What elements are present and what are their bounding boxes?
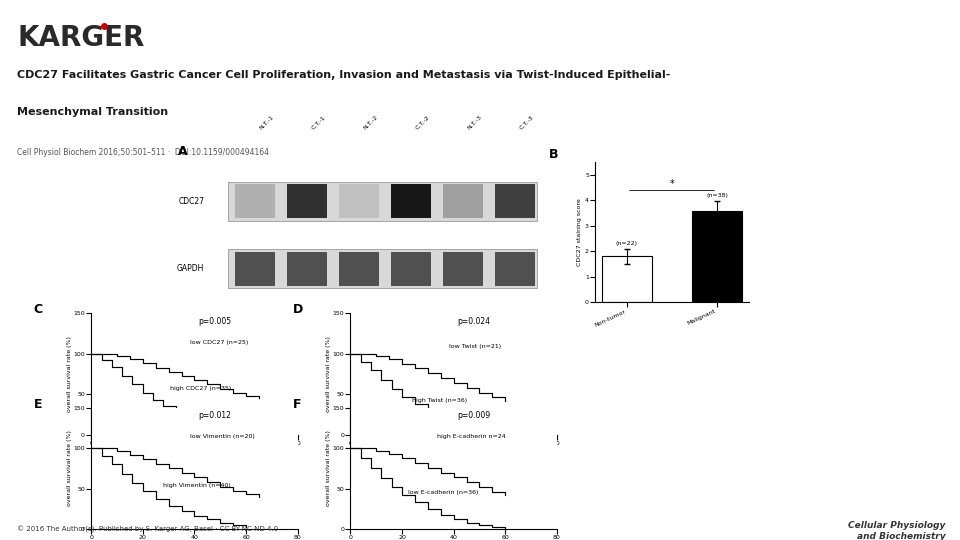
Text: Cell Physiol Biochem 2016;50:501–511 ·  DOI:10.1159/000494164: Cell Physiol Biochem 2016;50:501–511 · D… [17,148,269,157]
FancyBboxPatch shape [443,185,483,218]
Text: N.T.-3: N.T.-3 [467,115,483,131]
FancyBboxPatch shape [495,252,536,286]
Bar [692,211,742,302]
FancyBboxPatch shape [228,181,537,221]
Text: p=0.009: p=0.009 [458,411,491,420]
FancyBboxPatch shape [234,185,275,218]
Text: p=0.012: p=0.012 [199,411,231,420]
Bar [602,256,652,302]
Y-axis label: CDC27 staining score: CDC27 staining score [577,198,582,266]
Text: B: B [549,148,559,161]
Text: KARGER: KARGER [17,24,145,52]
Text: low CDC27 (n=25): low CDC27 (n=25) [190,340,249,345]
Text: © 2016 The Author(s). Published by S. Karger AG, Basel · CC BY-NC-ND 4.0: © 2016 The Author(s). Published by S. Ka… [17,525,278,533]
Text: C.T.-1: C.T.-1 [310,115,326,131]
X-axis label: month: month [182,447,206,456]
Text: Mesenchymal Transition: Mesenchymal Transition [17,107,168,117]
Y-axis label: overall survival rate (%): overall survival rate (%) [67,430,72,507]
Y-axis label: overall survival rate (%): overall survival rate (%) [326,336,331,412]
Text: Cellular Physiology: Cellular Physiology [849,522,946,530]
Text: high CDC27 (n=35): high CDC27 (n=35) [170,386,231,391]
Text: CDC27: CDC27 [179,197,204,206]
FancyBboxPatch shape [234,252,275,286]
Text: CDC27 Facilitates Gastric Cancer Cell Proliferation, Invasion and Metastasis via: CDC27 Facilitates Gastric Cancer Cell Pr… [17,70,671,80]
Text: GAPDH: GAPDH [177,264,204,273]
FancyBboxPatch shape [228,249,537,288]
Text: E: E [34,398,42,411]
Text: N.T.-1: N.T.-1 [258,115,275,131]
Text: C.T.-3: C.T.-3 [518,115,535,131]
X-axis label: month: month [442,447,466,456]
Text: (n=38): (n=38) [707,193,728,198]
Text: high E-cadherin n=24: high E-cadherin n=24 [437,434,506,440]
FancyBboxPatch shape [391,252,431,286]
Text: high Vimentin (n=40): high Vimentin (n=40) [163,483,231,488]
FancyBboxPatch shape [339,252,379,286]
Text: *: * [670,179,674,190]
FancyBboxPatch shape [287,185,327,218]
Text: F: F [293,398,301,411]
Text: low Vimentin (n=20): low Vimentin (n=20) [190,434,255,440]
Text: low Twist (n=21): low Twist (n=21) [449,343,501,349]
Text: C: C [34,303,42,316]
Y-axis label: overall survival rate (%): overall survival rate (%) [326,430,331,507]
FancyBboxPatch shape [443,252,483,286]
Text: D: D [293,303,302,316]
Text: p=0.024: p=0.024 [458,317,491,326]
FancyBboxPatch shape [287,252,327,286]
Y-axis label: overall survival rate (%): overall survival rate (%) [67,336,72,412]
Text: A: A [178,145,187,158]
Text: high Twist (n=36): high Twist (n=36) [412,399,468,403]
FancyBboxPatch shape [339,185,379,218]
Text: N.T.-2: N.T.-2 [362,115,379,131]
FancyBboxPatch shape [391,185,431,218]
Text: C.T.-2: C.T.-2 [415,115,431,131]
FancyBboxPatch shape [495,185,536,218]
Text: and Biochemistry: and Biochemistry [857,532,946,540]
Text: (n=22): (n=22) [616,241,638,246]
Text: p=0.005: p=0.005 [199,317,231,326]
Text: low E-cadherin (n=36): low E-cadherin (n=36) [408,490,479,495]
